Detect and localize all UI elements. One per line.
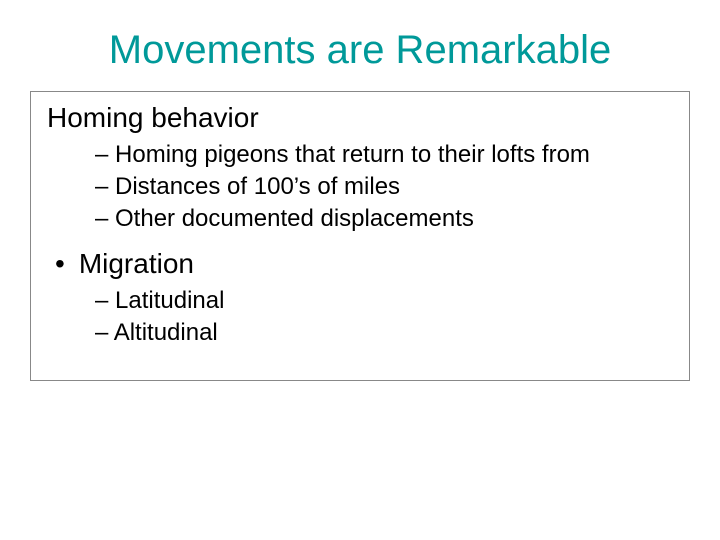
slide: Movements are Remarkable Homing behavior… <box>0 0 720 540</box>
sub-list-migration: – Latitudinal – Altitudinal <box>95 286 677 348</box>
sub-item: – Homing pigeons that return to their lo… <box>95 140 677 170</box>
sub-item: – Altitudinal <box>95 318 677 348</box>
slide-title: Movements are Remarkable <box>30 28 690 73</box>
bullet-dot-icon: • <box>55 250 65 278</box>
section-heading-migration: Migration <box>79 248 194 280</box>
sub-item: – Other documented displacements <box>95 204 677 234</box>
section-heading-homing: Homing behavior <box>47 102 677 134</box>
sub-item: – Latitudinal <box>95 286 677 316</box>
bullet-migration: • Migration <box>43 248 677 280</box>
sub-item: – Distances of 100’s of miles <box>95 172 677 202</box>
sub-list-homing: – Homing pigeons that return to their lo… <box>95 140 677 234</box>
content-box: Homing behavior – Homing pigeons that re… <box>30 91 690 381</box>
